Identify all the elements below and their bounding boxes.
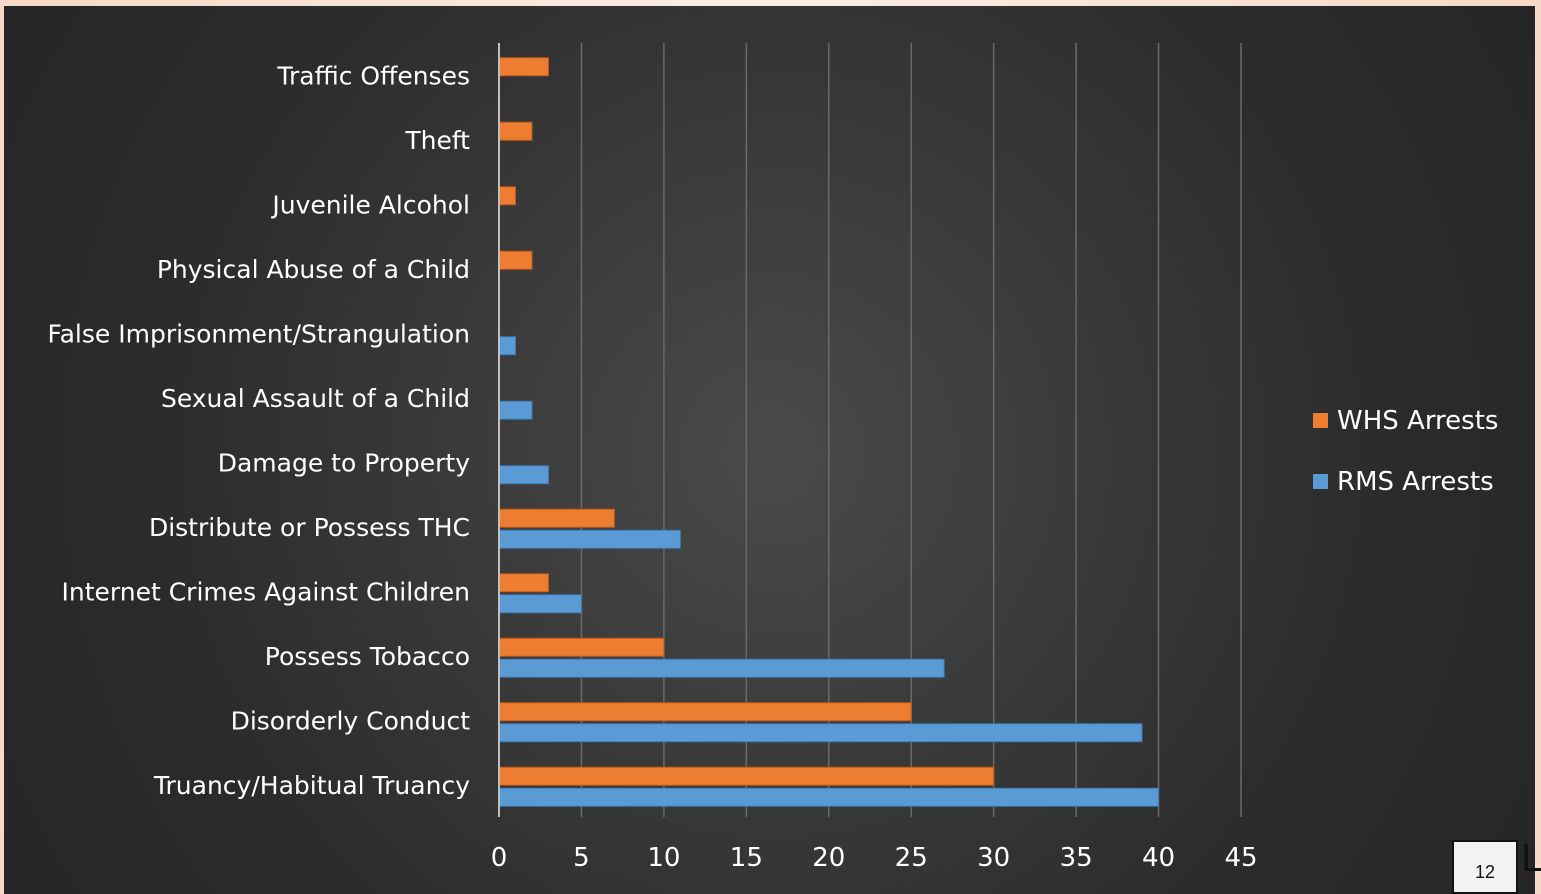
bar-rms-arrests xyxy=(498,658,945,678)
category-label: Truancy/Habitual Truancy xyxy=(153,771,470,800)
x-tick-label: 0 xyxy=(491,843,508,873)
chart-panel: Traffic Offenses Theft Juvenile Alcohol Phy… xyxy=(4,6,1535,894)
bar-rms-arrests xyxy=(498,529,681,549)
category-label: Theft xyxy=(404,126,470,155)
grid-lines xyxy=(580,43,1242,817)
x-tick-label: 10 xyxy=(647,843,680,873)
legend-label: RMS Arrests xyxy=(1337,467,1494,497)
bar-rms-arrests xyxy=(498,465,549,485)
bar-whs-arrests xyxy=(498,250,533,270)
slide-edge-letter: L xyxy=(1521,836,1541,880)
bar-rms-arrests xyxy=(498,723,1143,743)
category-label: Damage to Property xyxy=(218,448,470,477)
bar-whs-arrests xyxy=(498,186,516,206)
category-label: Distribute or Possess THC xyxy=(149,513,470,542)
legend-swatch xyxy=(1313,413,1328,428)
bar-rms-arrests xyxy=(498,787,1160,807)
bar-rms-arrests xyxy=(498,400,533,420)
category-label: Juvenile Alcohol xyxy=(270,190,470,219)
x-tick-label: 30 xyxy=(977,843,1010,873)
arrests-bar-chart: Traffic Offenses Theft Juvenile Alcohol Phy… xyxy=(48,43,1498,873)
category-label: Possess Tobacco xyxy=(265,642,470,671)
bar-whs-arrests xyxy=(498,637,665,657)
x-tick-label: 45 xyxy=(1224,843,1257,873)
bars xyxy=(498,57,1160,807)
x-tick-labels: 0 5 10 15 20 25 30 35 40 45 xyxy=(491,843,1258,873)
category-label: Sexual Assault of a Child xyxy=(161,384,470,413)
bar-whs-arrests xyxy=(498,57,549,77)
category-labels: Traffic Offenses Theft Juvenile Alcohol Phy… xyxy=(48,61,471,800)
bar-rms-arrests xyxy=(498,594,582,614)
bar-whs-arrests xyxy=(498,702,912,722)
bar-rms-arrests xyxy=(498,336,516,356)
bar-whs-arrests xyxy=(498,573,549,593)
slide-number: 12 xyxy=(1452,840,1518,894)
legend-swatch xyxy=(1313,474,1328,489)
legend-label: WHS Arrests xyxy=(1337,406,1498,436)
category-label: Disorderly Conduct xyxy=(231,706,471,735)
bar-whs-arrests xyxy=(498,121,533,141)
x-tick-label: 40 xyxy=(1142,843,1175,873)
category-label: False Imprisonment/Strangulation xyxy=(48,319,470,348)
x-tick-label: 35 xyxy=(1060,843,1093,873)
slide-number-text: 12 xyxy=(1474,861,1496,882)
category-label: Internet Crimes Against Children xyxy=(62,577,470,606)
x-tick-label: 5 xyxy=(573,843,590,873)
bar-whs-arrests xyxy=(498,508,615,528)
category-label: Physical Abuse of a Child xyxy=(157,255,470,284)
x-tick-label: 25 xyxy=(895,843,928,873)
x-tick-label: 20 xyxy=(812,843,845,873)
bar-whs-arrests xyxy=(498,766,995,786)
legend: WHS Arrests RMS Arrests xyxy=(1313,406,1498,497)
x-tick-label: 15 xyxy=(730,843,763,873)
category-label: Traffic Offenses xyxy=(276,61,470,90)
